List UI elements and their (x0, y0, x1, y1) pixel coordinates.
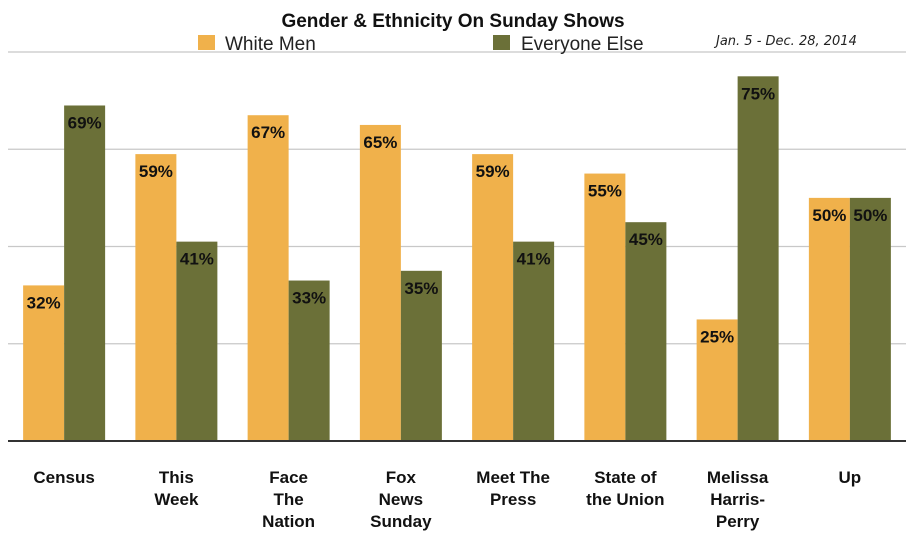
category-label: Face The Nation (262, 468, 315, 531)
bar-white-men (359, 124, 401, 441)
bar-value-label: 45% (629, 230, 663, 249)
bar-white-men (23, 285, 65, 441)
bar-white-men (696, 319, 738, 441)
bar-white-men (472, 154, 514, 442)
bar-white-men (584, 173, 626, 441)
category-label: This Week (154, 468, 199, 509)
bar-value-label: 59% (139, 162, 173, 181)
chart-title: Gender & Ethnicity On Sunday Shows (281, 11, 624, 32)
bar-everyone-else (400, 270, 442, 441)
bar-labels: 32% 69% 59% 41% 67% 33% 65% 35% 59% 41% 55% 45% 25% 7… (27, 84, 888, 346)
bar-everyone-else (176, 241, 218, 441)
bar-value-label: 50% (853, 206, 887, 225)
bar-everyone-else (288, 280, 330, 441)
bar-value-label: 50% (812, 206, 846, 225)
legend: White Men Everyone Else (198, 34, 644, 55)
bar-everyone-else (849, 197, 891, 441)
bar-everyone-else (737, 76, 779, 441)
legend-label-white-men: White Men (225, 34, 316, 55)
legend-swatch-everyone-else (493, 35, 510, 50)
bar-value-label: 75% (741, 84, 775, 103)
legend-label-everyone-else: Everyone Else (521, 34, 644, 55)
bars (23, 76, 891, 442)
bar-value-label: 55% (588, 182, 622, 201)
date-range-note: Jan. 5 - Dec. 28, 2014 (713, 34, 857, 49)
bar-everyone-else (64, 105, 106, 442)
bar-white-men (808, 197, 850, 441)
bar-everyone-else (625, 222, 667, 441)
category-label: Melissa Harris-Perry (707, 468, 769, 531)
category-label: Census (33, 468, 94, 487)
bar-everyone-else (513, 241, 555, 441)
bar-value-label: 32% (27, 293, 61, 312)
bar-white-men (135, 154, 177, 442)
bar-value-label: 69% (68, 113, 102, 132)
bar-value-label: 65% (363, 133, 397, 152)
bar-value-label: 59% (476, 162, 510, 181)
bar-white-men (247, 115, 289, 442)
category-label: Up (839, 468, 862, 487)
category-label: State of the Union (586, 468, 664, 509)
bar-value-label: 67% (251, 123, 285, 142)
bar-value-label: 35% (404, 279, 438, 298)
bar-value-label: 41% (517, 250, 551, 269)
category-label: Meet The Press (476, 468, 550, 509)
bar-value-label: 41% (180, 250, 214, 269)
legend-swatch-white-men (198, 35, 215, 50)
bar-value-label: 25% (700, 327, 734, 346)
bar-value-label: 33% (292, 289, 326, 308)
category-labels: Census This Week Face The Nation Fox News Sunday… (33, 468, 861, 531)
category-label: Fox News Sunday (370, 468, 432, 531)
